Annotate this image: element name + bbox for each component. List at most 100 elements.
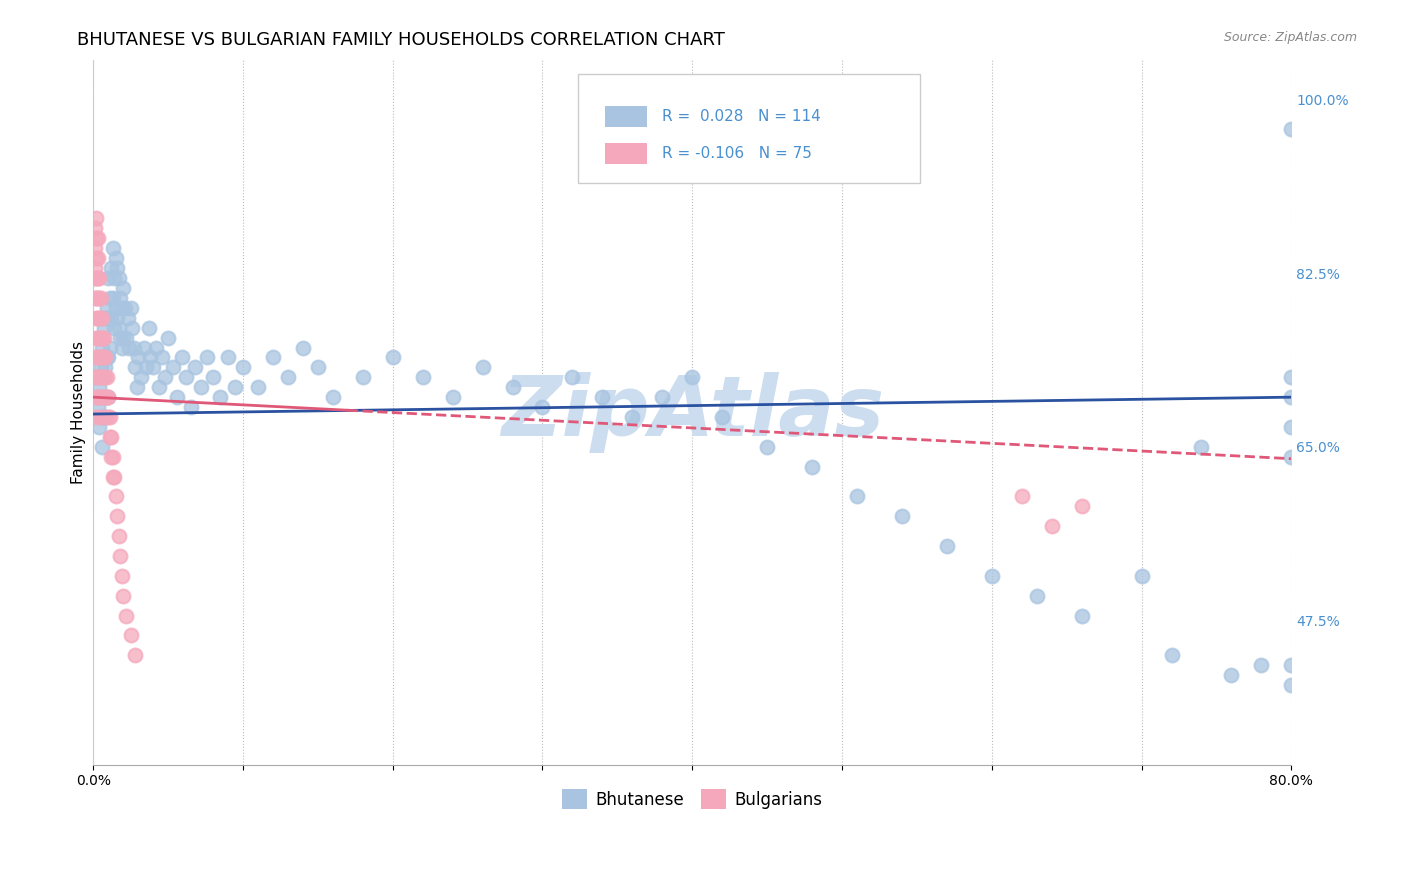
Point [84, 291, 107, 305]
Point [170, 351, 193, 365]
Point [97, 390, 120, 404]
Point [201, 370, 224, 384]
Point [591, 390, 613, 404]
Point [1160, 648, 1182, 663]
Point [83, 271, 105, 285]
Point [1011, 490, 1033, 504]
Point [142, 360, 165, 375]
Point [112, 281, 135, 295]
Point [89, 291, 111, 305]
Point [166, 390, 188, 404]
Point [135, 360, 157, 375]
Point [111, 341, 134, 355]
Point [84, 351, 107, 365]
Point [89, 420, 111, 434]
Point [890, 509, 912, 524]
Point [195, 351, 218, 365]
Point [150, 351, 173, 365]
Point [98, 430, 121, 444]
Point [97, 271, 120, 285]
Point [756, 440, 779, 454]
Point [531, 400, 554, 414]
Point [89, 271, 111, 285]
Point [86, 251, 108, 265]
Point [307, 360, 329, 375]
Point [103, 469, 125, 483]
Point [217, 351, 239, 365]
Point [127, 351, 149, 365]
Point [90, 310, 112, 325]
Point [107, 271, 129, 285]
Point [120, 301, 142, 315]
Point [93, 370, 115, 384]
Point [980, 569, 1002, 583]
Point [86, 390, 108, 404]
Text: Source: ZipAtlas.com: Source: ZipAtlas.com [1223, 31, 1357, 45]
Point [93, 370, 115, 384]
Point [83, 241, 105, 255]
Point [101, 291, 124, 305]
Point [93, 351, 115, 365]
Point [108, 291, 131, 305]
Point [84, 410, 107, 425]
Point [412, 370, 434, 384]
Point [84, 310, 107, 325]
Point [94, 410, 117, 425]
Point [502, 380, 524, 394]
Point [91, 440, 114, 454]
Point [86, 370, 108, 384]
Point [101, 241, 124, 255]
Point [86, 330, 108, 344]
Point [84, 370, 107, 384]
Point [138, 320, 160, 334]
Point [174, 370, 197, 384]
Point [90, 330, 112, 344]
Point [96, 301, 118, 315]
Point [94, 390, 117, 404]
Point [96, 351, 118, 365]
Point [108, 549, 131, 563]
Point [148, 380, 170, 394]
Point [711, 410, 734, 425]
Point [86, 231, 108, 245]
Point [1025, 589, 1047, 603]
Point [86, 291, 108, 305]
Point [153, 370, 176, 384]
Point [86, 351, 108, 365]
Point [115, 330, 138, 344]
Point [98, 410, 121, 425]
Point [112, 589, 135, 603]
Point [621, 410, 644, 425]
Point [94, 370, 117, 384]
Point [224, 380, 246, 394]
Point [94, 360, 117, 375]
Point [277, 370, 299, 384]
Point [291, 341, 314, 355]
Point [145, 341, 167, 355]
Point [1040, 519, 1063, 533]
Point [91, 341, 114, 355]
Point [91, 330, 114, 344]
Point [89, 310, 111, 325]
Point [91, 370, 114, 384]
Point [1279, 390, 1302, 404]
Point [89, 351, 111, 365]
Text: BHUTANESE VS BULGARIAN FAMILY HOUSEHOLDS CORRELATION CHART: BHUTANESE VS BULGARIAN FAMILY HOUSEHOLDS… [77, 31, 725, 49]
Point [90, 370, 112, 384]
Point [111, 569, 134, 583]
Point [1279, 420, 1302, 434]
Point [98, 291, 121, 305]
Point [103, 271, 125, 285]
Point [139, 351, 162, 365]
Point [104, 490, 127, 504]
Point [84, 211, 107, 226]
Point [93, 330, 115, 344]
Text: R = -0.106   N = 75: R = -0.106 N = 75 [662, 146, 813, 161]
Point [105, 261, 128, 276]
Point [124, 648, 146, 663]
Point [103, 320, 125, 334]
Point [97, 390, 120, 404]
Point [98, 341, 121, 355]
Point [90, 410, 112, 425]
Point [232, 360, 254, 375]
